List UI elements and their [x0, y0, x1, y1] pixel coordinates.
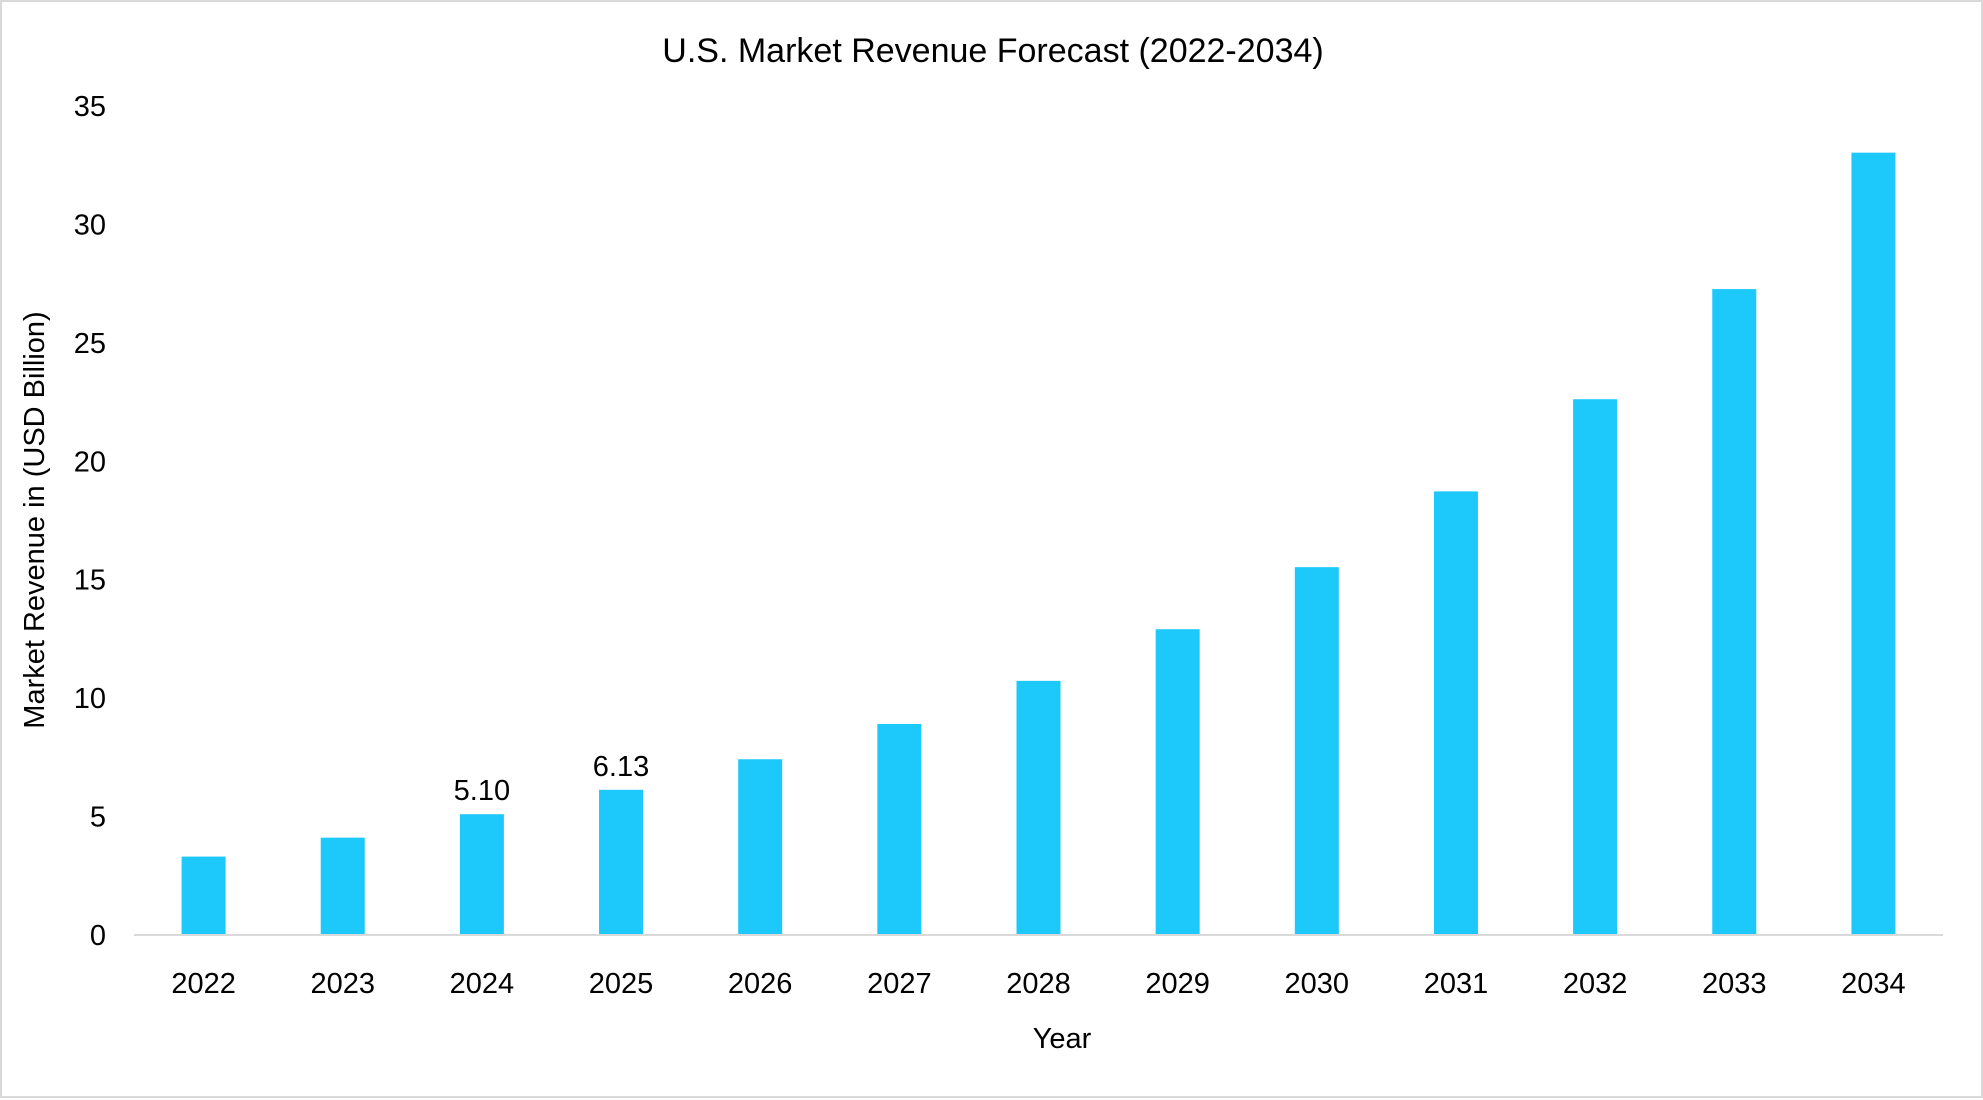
x-tick-label: 2032 [1563, 968, 1628, 1000]
y-tick-label: 5 [90, 802, 106, 834]
x-tick-label: 2024 [450, 968, 515, 1000]
x-tick-label: 2030 [1285, 968, 1350, 1000]
bar-2031 [1433, 491, 1478, 935]
bars [181, 152, 1896, 936]
bar-2022 [181, 856, 226, 935]
y-tick-label: 25 [74, 328, 106, 360]
x-tick-label: 2027 [867, 968, 932, 1000]
y-tick-label: 15 [74, 565, 106, 597]
y-tick-label: 10 [74, 683, 106, 715]
x-axis-ticks: 2022 2023 2024 2025 2026 2027 2028 2029 2030 2031… [171, 968, 1905, 1000]
bar-2033 [1712, 289, 1757, 935]
bar-2023 [320, 837, 365, 935]
x-tick-label: 2022 [171, 968, 236, 1000]
x-tick-label: 2026 [728, 968, 793, 1000]
y-axis-label: Market Revenue in (USD Billion) [19, 311, 51, 728]
x-tick-label: 2023 [310, 968, 375, 1000]
y-tick-label: 20 [74, 446, 106, 478]
x-tick-label: 2033 [1702, 968, 1767, 1000]
y-tick-label: 0 [90, 920, 106, 952]
x-tick-label: 2025 [589, 968, 654, 1000]
bar-2026 [738, 759, 783, 935]
bar-2025 [599, 789, 644, 935]
data-labels: 5.10 6.13 [454, 751, 650, 807]
y-tick-label: 30 [74, 209, 106, 241]
chart-title: U.S. Market Revenue Forecast (2022-2034) [662, 32, 1323, 70]
bar-2032 [1573, 399, 1618, 936]
data-label: 5.10 [454, 775, 510, 807]
y-tick-label: 35 [74, 91, 106, 123]
bar-2024 [459, 814, 504, 935]
bar-2034 [1851, 152, 1896, 935]
data-label: 6.13 [593, 751, 649, 783]
bar-2030 [1294, 567, 1339, 935]
y-axis-ticks: 0 5 10 15 20 25 30 35 [74, 91, 106, 952]
x-tick-label: 2034 [1841, 968, 1906, 1000]
x-tick-label: 2029 [1145, 968, 1210, 1000]
x-tick-label: 2031 [1424, 968, 1489, 1000]
x-tick-label: 2028 [1006, 968, 1071, 1000]
bar-2029 [1155, 629, 1200, 935]
bar-2028 [1016, 680, 1061, 935]
x-axis-label: Year [1033, 1023, 1092, 1055]
bar-2027 [877, 723, 922, 935]
